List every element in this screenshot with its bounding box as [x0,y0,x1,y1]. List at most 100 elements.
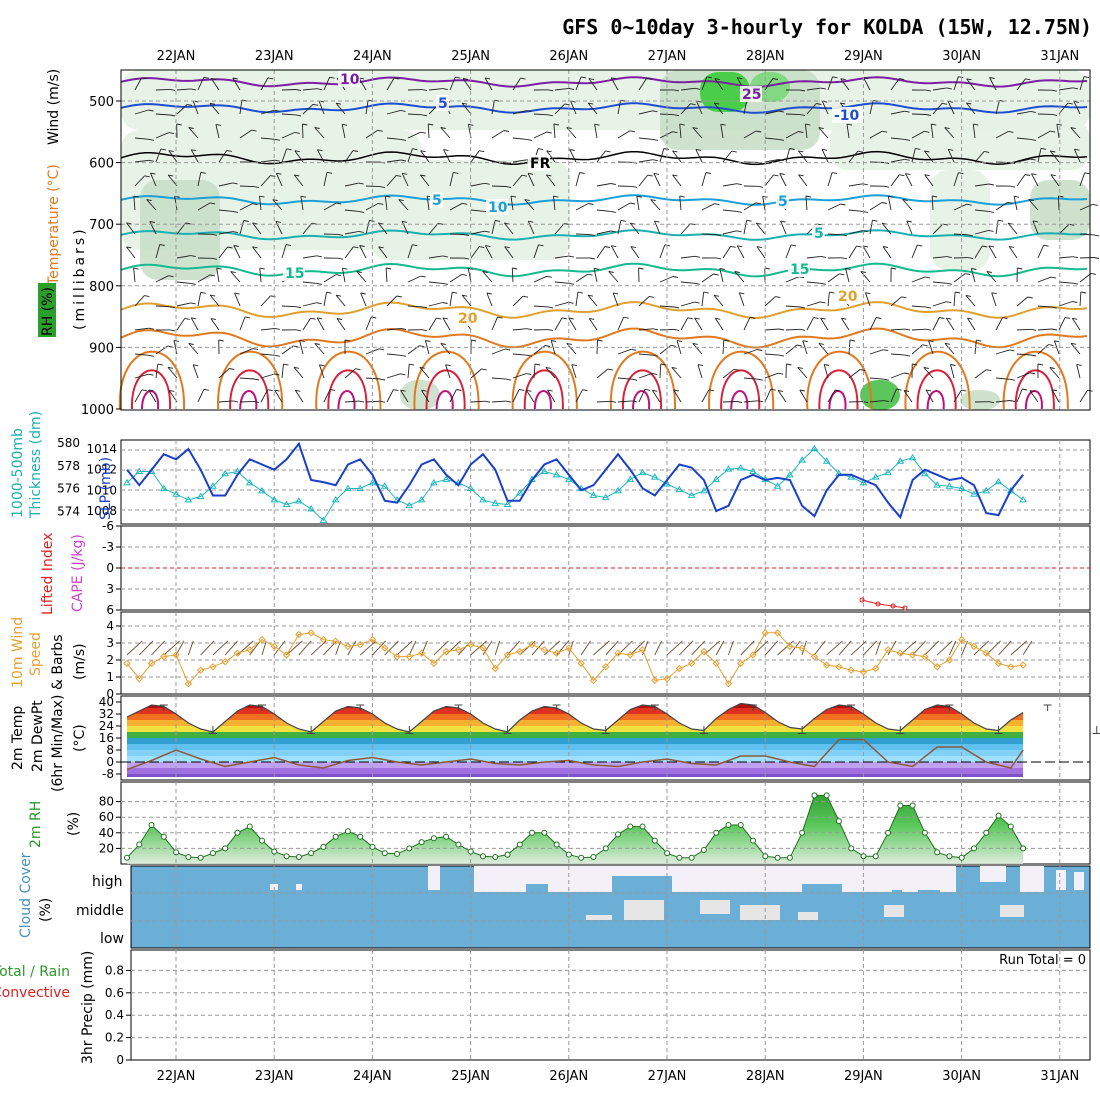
wind-barb [848,230,863,235]
wind-barb-flag [882,246,889,248]
wind-barb [299,340,304,355]
wind-barb [420,174,430,187]
wind-barb-flag [883,349,889,352]
rh-point [860,853,867,860]
clear-sky-block [1000,905,1024,917]
wind-barb [785,344,798,355]
wind-barb [314,127,325,139]
wind-barb [554,223,565,235]
wind-barb-flag [888,195,894,198]
wind10-point [123,659,131,668]
wind-barb [680,255,695,259]
wind-barb [385,267,388,283]
wind-barb [192,364,199,379]
wind-barb [988,245,997,259]
precip-grid [131,950,1090,1060]
bottom-date-label: 29JAN [844,1069,883,1084]
wind-barb-flag [829,291,835,294]
wind-barb [617,202,631,211]
wind-barb-flag [148,327,154,330]
wind-barb-flag [932,195,938,198]
wind-barb [953,172,959,187]
contour-30-loop [621,369,663,410]
wind-barb-flag [462,78,469,80]
wind-barb-flag [928,340,934,343]
stability-tick-label: -3 [102,540,114,554]
wind-barb-flag [736,210,742,213]
wind-barb-flag [274,138,280,141]
wind-barb-flag [521,174,527,177]
wind-barb-flag [944,342,950,345]
wind-barb [554,87,569,91]
wind-barb [155,132,170,139]
wind-barb-flag [1051,89,1058,92]
wind-barb [281,113,297,116]
wind-barb-flag [169,88,176,91]
wind-barb [890,174,900,187]
rh-tick-label: 40 [99,826,114,840]
temp-tick-label: 8 [106,743,114,757]
wind-barb-flag [652,372,658,375]
wind-barb-flag [377,129,383,132]
wind-barb-flag [520,77,526,80]
upper-label-wind: Wind (m/s) [46,69,62,145]
wind-barb-flag [479,150,485,153]
wind10-barb [470,640,487,656]
wind10-barb [482,640,493,656]
wind-barb [953,273,966,283]
wind-barb [215,124,220,139]
rh-blob [930,170,990,270]
contour-25-loop [315,350,382,410]
wind10-point [147,659,156,668]
wind-barb-flag [672,276,678,278]
wind-barb-flag [190,88,197,91]
wind-barb [932,87,947,91]
wind-barb [344,182,359,187]
wind-barb-flag [233,245,239,247]
wind-barb-flag [1056,123,1062,126]
wind-barb [651,390,661,403]
wind-barb [823,364,829,379]
wind-barb-flag [905,173,911,176]
wind-barb [743,100,748,115]
wind-barb [176,104,188,115]
wind-barb [777,390,787,403]
wind-barb-flag [412,148,418,151]
wind-barb [239,185,255,188]
wind-barb [1037,328,1053,331]
wind-barb-flag [820,87,826,90]
contour-15 [120,262,1088,278]
wind-barb [697,364,703,379]
wind-barb [218,182,233,187]
wind-barb-flag [463,257,470,260]
wind-barb-flag [1050,130,1056,133]
wind-barb [533,363,536,379]
contour-label-bg [812,225,825,241]
wind-barb-flag [706,76,712,79]
wind-barb-flag [694,301,700,304]
top-date-label: 28JAN [746,49,785,64]
wind10-point [859,668,868,676]
rh-point [516,841,523,848]
wind-barb-flag [672,150,678,153]
contour-label-bg [456,310,478,326]
wind-barb-flag [1051,276,1057,279]
wind-barb-flag [1058,195,1064,198]
wind-barb-flag [316,255,322,258]
clear-sky-block [624,900,664,920]
rh-point [467,848,474,855]
wind-barb-flag [883,400,889,403]
wind-barb [197,274,211,283]
wind-barb-flag [436,317,442,320]
wind-barb [638,328,654,331]
wind-barb [722,183,737,187]
pressure-tick-label: 800 [89,280,114,295]
wind-barb-flag [679,195,685,198]
wind-barb-flag [1040,147,1047,150]
wind-barb [407,148,413,163]
wind-barb-flag [821,148,828,151]
cloud-level-middle: middle [76,903,124,919]
wind-barb-flag [191,149,197,152]
wind-barb-flag [378,246,384,249]
contour-25-loop [609,350,677,410]
